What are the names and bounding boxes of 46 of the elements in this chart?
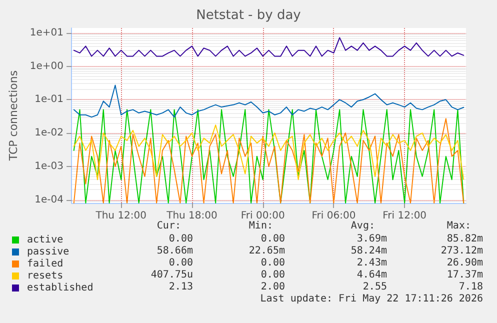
text: Min:: [248, 220, 273, 232]
x-tick-label: Thu 18:00: [166, 210, 218, 222]
text: 2.13: [168, 282, 193, 292]
text: Last update: Fri May 22 17:11:26 2026: [260, 294, 483, 304]
legend-label: failed: [27, 258, 64, 270]
text: Avg:: [350, 220, 375, 232]
text: 2.55: [362, 282, 387, 292]
x-tick-label: Fri 06:00: [312, 210, 356, 222]
text: Max:: [446, 220, 471, 232]
y-tick-label: 1e+00: [30, 60, 64, 72]
y-tick-label: 1e-04: [34, 194, 64, 206]
text: 17.37m: [446, 270, 483, 280]
text: 3.69m: [356, 234, 387, 244]
text: 85.82m: [446, 234, 483, 244]
text: 407.75u: [150, 270, 193, 280]
text: 0.00: [260, 270, 285, 280]
y-tick-label: 1e-02: [34, 128, 64, 139]
text: 58.24m: [350, 246, 387, 256]
text: 26.90m: [446, 258, 483, 268]
text: 2.43m: [356, 258, 387, 268]
x-tick-label: Thu 12:00: [94, 210, 147, 222]
legend-label: active: [27, 234, 64, 246]
text: 22.65m: [248, 246, 285, 256]
line-series: [73, 84, 464, 118]
text: 7.18: [458, 282, 483, 292]
legend-label: passive: [27, 246, 70, 258]
text: 0.00: [260, 234, 285, 244]
text: 4.64m: [356, 270, 387, 280]
y-axis-title: TCP connections: [7, 70, 20, 162]
chart-title: Netstat - by day: [196, 8, 302, 23]
y-tick-label: 1e-01: [34, 94, 64, 106]
text: 0.00: [168, 234, 193, 244]
text: Cur:: [156, 220, 181, 232]
text: 58.66m: [156, 246, 193, 256]
text: 2.00: [260, 282, 285, 292]
text: 0.00: [260, 258, 285, 268]
text: 273.12m: [440, 246, 483, 256]
y-tick-label: 1e+01: [30, 27, 64, 38]
line-series: [73, 37, 464, 57]
text: 0.00: [168, 258, 193, 268]
x-tick-label: Fri 00:00: [240, 210, 285, 222]
legend-label: resets: [27, 270, 64, 282]
x-tick-label: Fri 12:00: [382, 210, 427, 222]
y-tick-label: 1e-03: [34, 160, 64, 172]
legend-label: established: [27, 282, 94, 294]
line-series: [73, 124, 464, 180]
